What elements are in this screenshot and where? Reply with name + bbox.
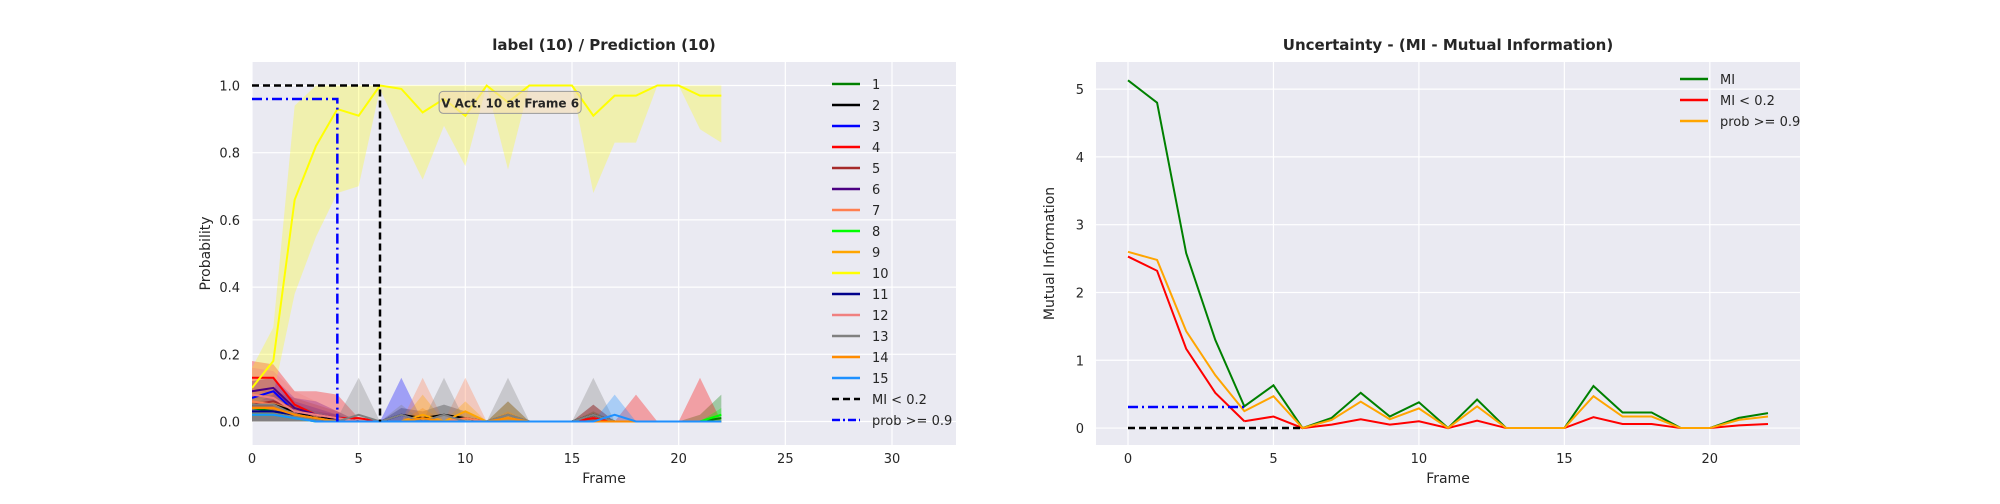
y-axis-label: Mutual Information <box>1042 187 1058 320</box>
y-tick-label: 0.4 <box>219 281 240 296</box>
y-tick-label: 0.8 <box>219 147 240 162</box>
x-tick-label: 20 <box>1702 452 1719 467</box>
x-tick-label: 5 <box>355 452 363 467</box>
legend-label-10: 10 <box>872 267 889 282</box>
legend-label-prob-0-9: prob >= 0.9 <box>1720 115 1800 130</box>
series-band-7 <box>252 377 722 422</box>
x-tick-label: 10 <box>1411 452 1428 467</box>
legend-label-7: 7 <box>872 204 880 219</box>
y-tick-label: 0.0 <box>219 415 240 430</box>
x-tick-label: 15 <box>1556 452 1573 467</box>
x-tick-label: 25 <box>777 452 794 467</box>
series-line-MI-0-2-start <box>1127 255 1246 422</box>
legend-label-5: 5 <box>872 162 880 177</box>
series-band-10 <box>252 85 722 405</box>
series-band-3 <box>252 377 722 422</box>
series-band-15 <box>252 394 722 422</box>
series-band-13 <box>252 377 722 422</box>
y-tick-label: 1 <box>1076 354 1084 369</box>
plot-area <box>1096 62 1800 445</box>
y-tick-label: 0.6 <box>219 214 240 229</box>
legend-label-MI: MI <box>1720 73 1735 88</box>
legend-label-2: 2 <box>872 99 880 114</box>
y-tick-label: 3 <box>1076 219 1084 234</box>
chart-panel-2: 0 5 10 15 20 0 1 2 3 4 5 Uncertainty - (MI - Mutual… <box>1042 36 1800 487</box>
x-tick-label: 0 <box>248 452 256 467</box>
series-band-6 <box>252 377 722 422</box>
chart-title: label (10) / Prediction (10) <box>492 36 715 54</box>
series-line-prob-0-9 <box>1127 250 1769 430</box>
legend-label-MI-0-2: MI < 0.2 <box>1720 94 1775 109</box>
y-tick-label: 0 <box>1076 422 1084 437</box>
y-tick-label: 2 <box>1076 286 1084 301</box>
legend-label-4: 4 <box>872 141 880 156</box>
series-band-8 <box>252 408 722 422</box>
x-tick-label: 5 <box>1269 452 1277 467</box>
series-band-2 <box>252 394 722 422</box>
x-axis-label: Frame <box>1426 471 1470 487</box>
legend-label-prob-0-9: prob >= 0.9 <box>872 414 952 429</box>
chart-title: Uncertainty - (MI - Mutual Information) <box>1283 36 1613 54</box>
legend-label-15: 15 <box>872 372 889 387</box>
y-axis-label: Probability <box>198 216 214 290</box>
marker-prob-threshold <box>252 97 339 422</box>
x-axis-label: Frame <box>582 471 626 487</box>
legend-label-11: 11 <box>872 288 889 303</box>
y-tick-label: 4 <box>1076 151 1084 166</box>
legend-label-12: 12 <box>872 309 889 324</box>
legend-label-13: 13 <box>872 330 889 345</box>
y-tick-label: 0.2 <box>219 348 240 363</box>
plot-layer <box>1127 79 1769 430</box>
plot-layer: V Act. 10 at Frame 6 <box>252 84 722 423</box>
y-tick-label: 1.0 <box>219 80 240 95</box>
legend-label-3: 3 <box>872 120 880 135</box>
legend-label-1: 1 <box>872 78 880 93</box>
legend-label-14: 14 <box>872 351 889 366</box>
x-tick-label: 15 <box>564 452 581 467</box>
legend-label-8: 8 <box>872 225 880 240</box>
marker-mi-threshold <box>252 84 382 422</box>
series-line-15 <box>252 413 722 423</box>
x-tick-label: 20 <box>670 452 687 467</box>
x-tick-label: 10 <box>457 452 474 467</box>
series-line-10 <box>252 84 722 389</box>
legend-label-9: 9 <box>872 246 880 261</box>
x-tick-label: 0 <box>1124 452 1132 467</box>
annotation-text: V Act. 10 at Frame 6 <box>441 96 579 110</box>
y-tick-label: 5 <box>1076 83 1084 98</box>
x-tick-label: 30 <box>884 452 901 467</box>
legend-label-MI-0-2: MI < 0.2 <box>872 393 927 408</box>
legend-label-6: 6 <box>872 183 880 198</box>
annotation-box <box>438 90 582 114</box>
